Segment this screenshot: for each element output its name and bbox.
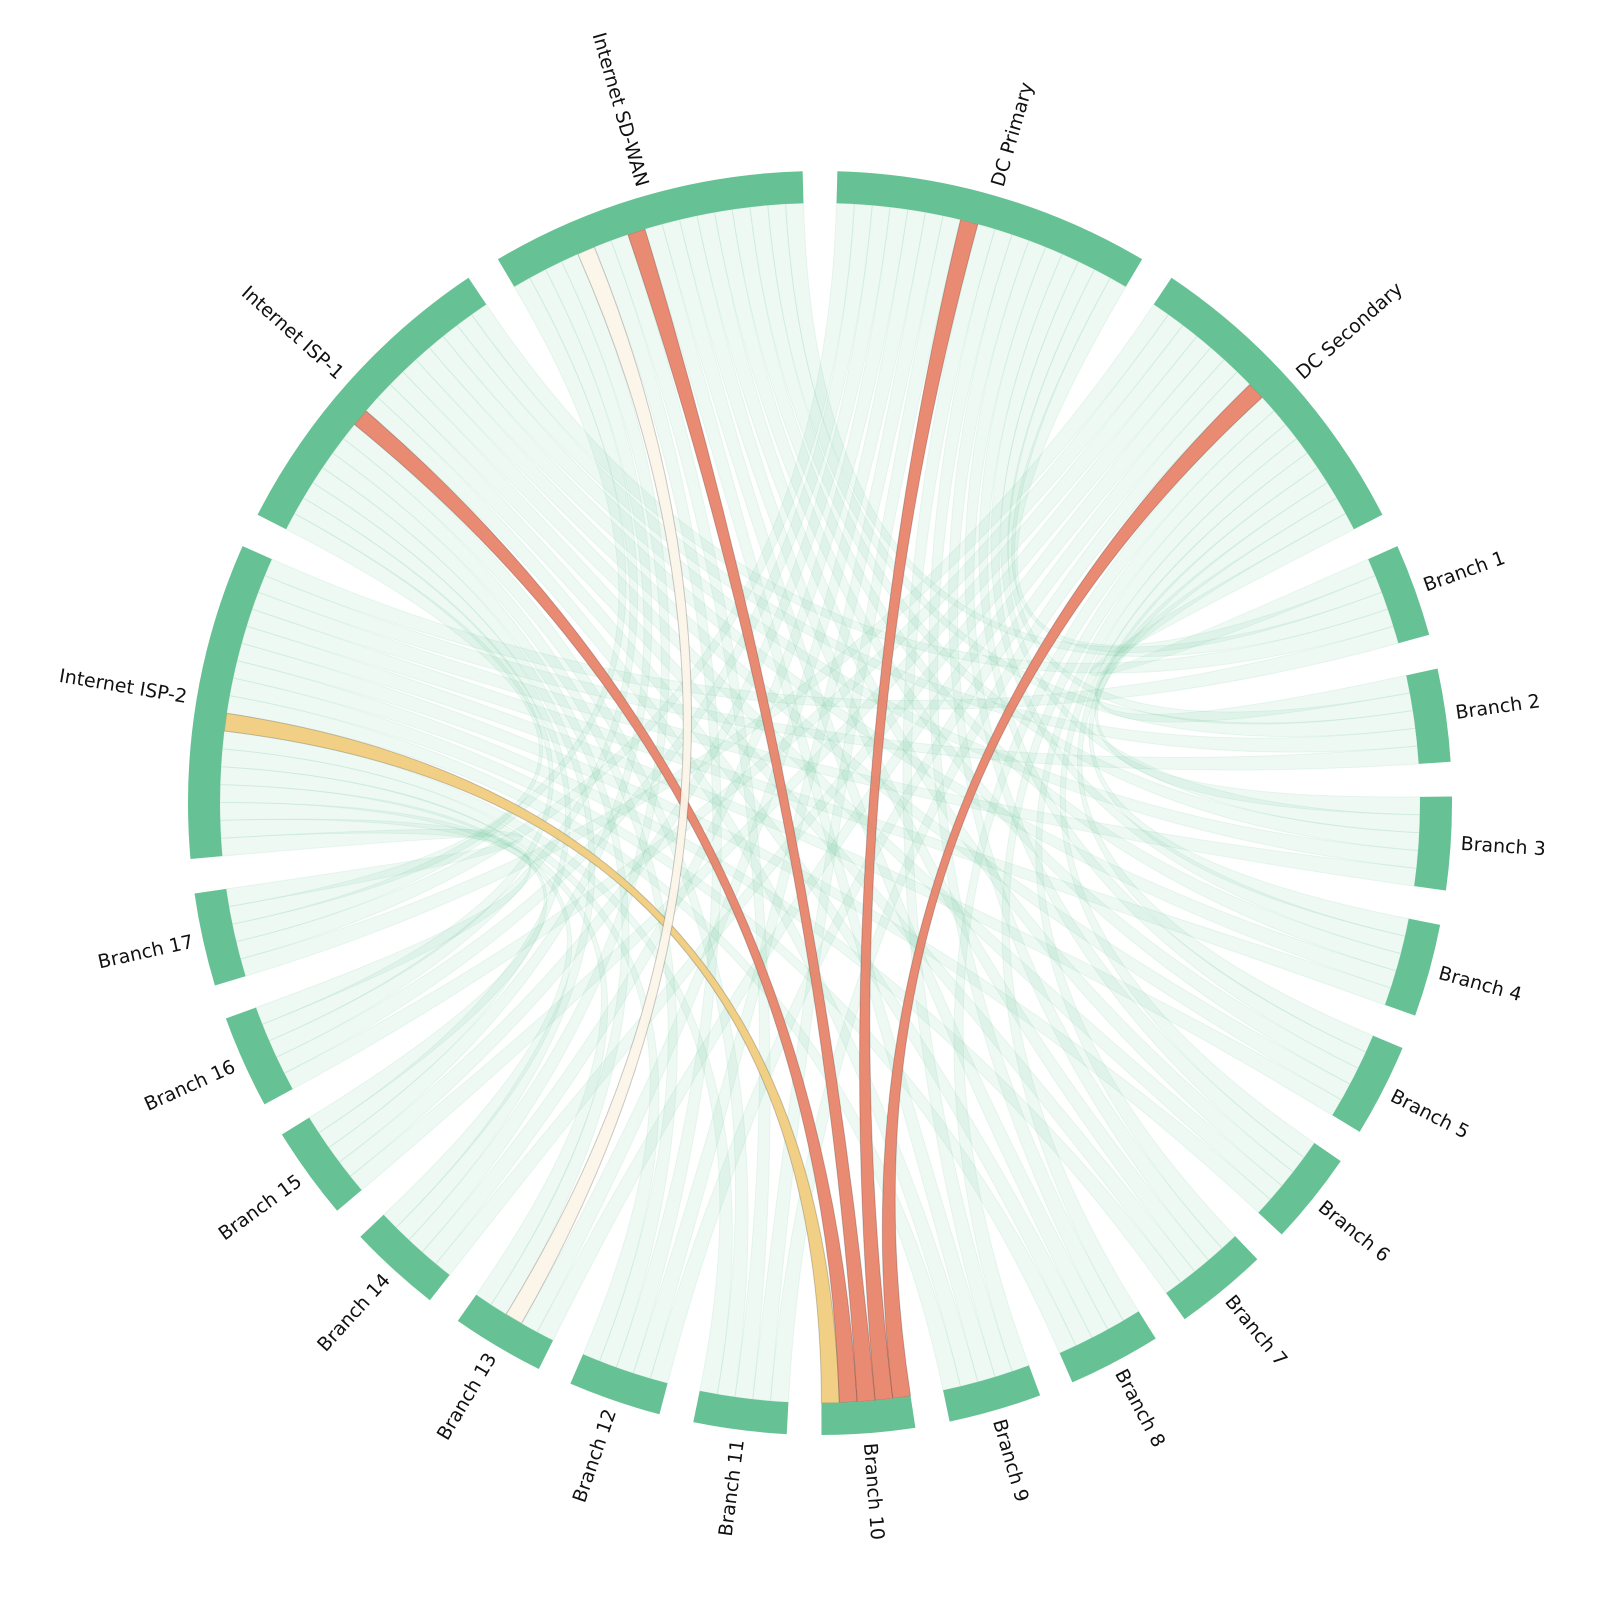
ribbon (902, 223, 1013, 1378)
ribbon (785, 202, 1389, 657)
node-label: Branch 5 (1387, 1085, 1473, 1143)
node-arc (1059, 1311, 1156, 1383)
node-arc (943, 1365, 1041, 1422)
ribbon (505, 246, 692, 1325)
ribbon (713, 208, 1359, 1085)
node-label: Branch 7 (1220, 1291, 1291, 1371)
ribbon (678, 215, 1210, 1273)
node-label: Branch 9 (988, 1417, 1033, 1505)
node-label: Branch 12 (569, 1406, 621, 1505)
node-label: Branch 8 (1110, 1365, 1169, 1451)
ribbon (365, 396, 979, 1387)
node-label: Branch 11 (715, 1438, 749, 1537)
node-arc (836, 171, 1143, 287)
node-arc (225, 1007, 293, 1105)
ribbon (456, 313, 1418, 753)
ribbon (328, 260, 653, 1163)
node-label: Branch 17 (96, 931, 196, 974)
node-arc (194, 888, 246, 986)
ribbon (978, 246, 1367, 1069)
ribbon (331, 437, 678, 1369)
node-label: Branch 14 (313, 1269, 395, 1356)
node-arc (360, 1214, 450, 1301)
ribbon (1011, 277, 1383, 654)
ribbon (442, 324, 1419, 869)
node-arc (1368, 546, 1430, 644)
ribbon (644, 223, 996, 1383)
node-arc (1258, 1142, 1341, 1235)
node-arc (1406, 668, 1451, 764)
ribbon (415, 346, 1351, 1101)
ribbon (731, 206, 1402, 972)
ribbon (220, 828, 523, 908)
node-label: Branch 15 (214, 1170, 306, 1245)
node-label: Branch 3 (1460, 833, 1546, 860)
ribbon (275, 203, 873, 1074)
ribbon (752, 215, 962, 1402)
ribbons (219, 202, 1421, 1404)
ribbon (338, 204, 891, 1177)
ribbon (229, 677, 1077, 1354)
node-arc (1414, 796, 1453, 891)
node-arc (187, 546, 272, 859)
ribbon (220, 748, 660, 1362)
node-arc (457, 1294, 554, 1369)
node-arc (1332, 1035, 1403, 1132)
ribbon (246, 608, 1392, 1006)
ribbon (268, 268, 639, 1058)
node-label: Internet ISP-2 (58, 665, 189, 708)
node-label: DC Secondary (1292, 278, 1407, 384)
node-label: Branch 10 (859, 1442, 888, 1541)
ribbon (470, 303, 1394, 674)
node-label: DC Primary (987, 80, 1038, 189)
node-arc (1153, 277, 1383, 530)
ribbon (219, 801, 548, 1134)
node-arc (821, 1396, 916, 1435)
node-label: Branch 16 (141, 1056, 239, 1116)
ribbon (221, 730, 733, 1395)
node-label: Internet ISP-1 (237, 282, 348, 384)
node-arc (281, 1117, 362, 1211)
node-arc (497, 171, 804, 287)
node-arc (257, 277, 487, 530)
node-label: Internet SD-WAN (588, 30, 653, 189)
ribbon (302, 481, 571, 1149)
node-arc (570, 1354, 668, 1415)
node-label: Branch 2 (1454, 690, 1541, 724)
ribbon (402, 358, 1283, 1201)
ribbon (928, 228, 1125, 1331)
ribbon (1000, 260, 1421, 834)
ribbon (990, 253, 1406, 955)
node-label: Branch 13 (433, 1349, 502, 1444)
ribbon (948, 233, 1223, 1261)
ribbon (610, 233, 771, 1400)
node-arc (1166, 1236, 1258, 1320)
node-label: Branch 4 (1436, 962, 1524, 1006)
node-label: Branch 6 (1314, 1196, 1394, 1266)
node-arc (693, 1390, 789, 1435)
node-arc (1385, 918, 1441, 1016)
ribbon (226, 695, 962, 1391)
node-label: Branch 1 (1420, 547, 1508, 596)
ribbon (964, 239, 1305, 1173)
